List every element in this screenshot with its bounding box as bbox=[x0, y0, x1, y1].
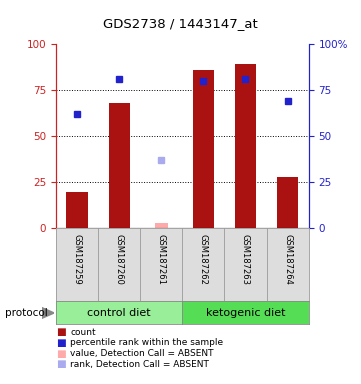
Text: GSM187262: GSM187262 bbox=[199, 234, 208, 285]
Text: ■: ■ bbox=[56, 349, 66, 359]
Text: ketogenic diet: ketogenic diet bbox=[206, 308, 285, 318]
Bar bbox=[235, 65, 256, 228]
Text: count: count bbox=[70, 328, 96, 337]
Text: GSM187260: GSM187260 bbox=[115, 234, 123, 285]
Bar bbox=[193, 70, 214, 228]
Bar bbox=[109, 103, 130, 228]
Text: ■: ■ bbox=[56, 327, 66, 337]
Text: value, Detection Call = ABSENT: value, Detection Call = ABSENT bbox=[70, 349, 214, 358]
Text: GDS2738 / 1443147_at: GDS2738 / 1443147_at bbox=[103, 17, 258, 30]
Text: GSM187261: GSM187261 bbox=[157, 234, 166, 285]
Text: ■: ■ bbox=[56, 359, 66, 369]
Text: GSM187264: GSM187264 bbox=[283, 234, 292, 285]
Text: protocol: protocol bbox=[5, 308, 48, 318]
Bar bbox=[66, 192, 87, 228]
Polygon shape bbox=[42, 308, 54, 318]
Bar bbox=[155, 223, 168, 228]
Text: GSM187263: GSM187263 bbox=[241, 234, 250, 285]
Text: ■: ■ bbox=[56, 338, 66, 348]
Bar bbox=[277, 177, 298, 228]
Text: GSM187259: GSM187259 bbox=[73, 234, 82, 285]
Text: percentile rank within the sample: percentile rank within the sample bbox=[70, 338, 223, 348]
Text: rank, Detection Call = ABSENT: rank, Detection Call = ABSENT bbox=[70, 360, 209, 369]
Text: control diet: control diet bbox=[87, 308, 151, 318]
